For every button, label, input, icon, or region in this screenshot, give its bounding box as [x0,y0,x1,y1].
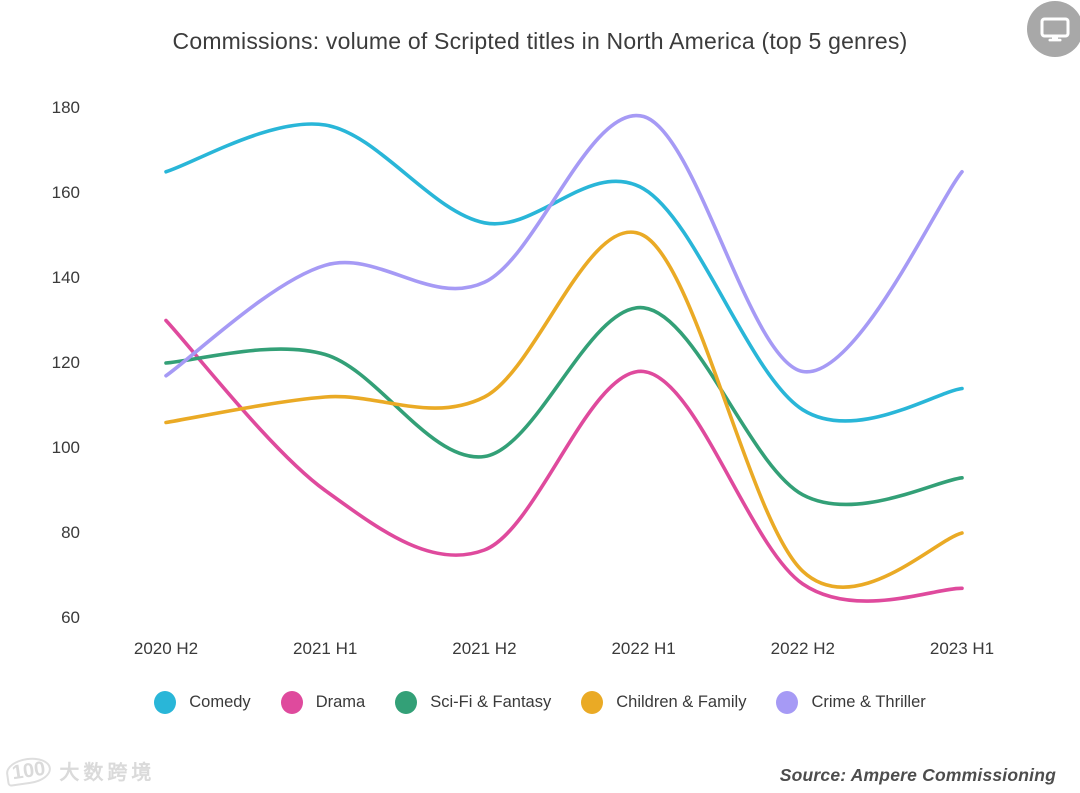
legend-label: Children & Family [616,693,747,711]
y-tick-label: 80 [61,523,80,542]
watermark-text: 大数跨境 [59,762,156,784]
x-tick-label: 2020 H2 [133,639,199,658]
series-line-crime-thriller[interactable] [164,113,964,378]
source-credit: Source: Ampere Commissioning [779,765,1056,785]
x-tick-label: 2022 H2 [770,639,835,658]
legend-dot [776,691,799,714]
legend-dot [154,691,177,714]
legend-item-sci-fi-fantasy[interactable]: Sci-Fi & Fantasy [395,691,551,714]
legend-dot [581,691,604,714]
legend-label: Sci-Fi & Fantasy [430,693,552,711]
legend-label: Drama [315,693,366,711]
chart-legend: Comedy Drama Sci-Fi & Fantasy Children & Fa… [0,691,1080,714]
monitor-icon[interactable] [1027,1,1080,57]
legend-label: Comedy [189,693,251,711]
x-tick-label: 2023 H1 [929,639,995,658]
y-tick-label: 60 [61,608,80,627]
y-tick-label: 160 [51,183,80,202]
legend-dot [280,691,303,714]
legend-item-comedy[interactable]: Comedy [154,691,251,714]
watermark-logo: 100 [4,754,53,787]
x-tick-label: 2021 H2 [452,639,517,658]
chart-title: Commissions: volume of Scripted titles i… [172,28,908,54]
watermark: 100 大数跨境 [4,754,156,787]
y-tick-label: 180 [51,98,80,117]
x-tick-label: 2022 H1 [611,639,676,658]
legend-item-children-family[interactable]: Children & Family [581,691,746,714]
legend-label: Crime & Thriller [811,693,926,711]
y-tick-label: 100 [51,438,80,457]
series-line-drama[interactable] [164,318,964,603]
series-line-comedy[interactable] [164,122,964,423]
legend-dot [395,691,418,714]
x-tick-label: 2021 H1 [293,639,358,658]
y-tick-label: 140 [51,268,80,287]
y-tick-label: 120 [51,353,80,372]
legend-item-crime-thriller[interactable]: Crime & Thriller [776,691,926,714]
series-line-children-family[interactable] [164,230,964,589]
legend-item-drama[interactable]: Drama [280,691,366,714]
series-line-sci-fi-fantasy[interactable] [164,305,964,507]
